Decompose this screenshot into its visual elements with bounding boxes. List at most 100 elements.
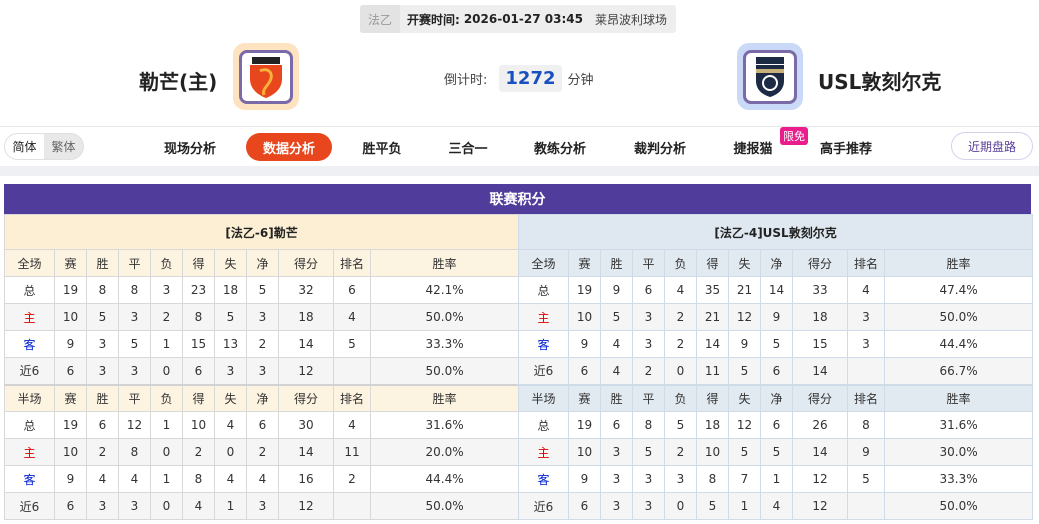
stat-cell: 10 [54,303,87,331]
column-header: 得 [696,249,729,277]
column-header: 得 [182,383,215,412]
tab-coach-analysis[interactable]: 教练分析 [533,141,586,157]
stat-cell: 23 [182,276,215,304]
stat-cell: 0 [150,438,183,466]
stat-cell: 31.6% [369,411,520,439]
column-header: 赛 [568,383,601,412]
stat-cell: 21 [728,276,761,304]
table-row: 近6 6 4 2 0 11 5 6 14 66.7% [518,357,1034,385]
stat-cell: 0 [150,492,183,520]
countdown-unit: 分钟 [567,73,594,88]
lang-simplified[interactable]: 简体 [5,134,44,159]
row-label: 近6 [4,492,55,520]
countdown-label: 倒计时: [444,73,488,88]
stat-cell: 12 [792,465,848,493]
stat-cell: 4 [214,465,247,493]
tab-jiebaomao[interactable]: 捷报猫 [733,141,773,157]
stat-cell: 8 [182,465,215,493]
team-header-row: [法乙-4]USL敦刻尔克 [517,214,1034,250]
column-header: 胜率 [369,249,520,277]
stat-cell: 33.3% [883,465,1034,493]
stat-cell: 1 [150,465,183,493]
team-standing-title: [法乙-6]勒芒 [3,214,520,250]
stat-cell: 3 [246,492,279,520]
away-team-name[interactable]: USL敦刻尔克 [818,70,942,94]
stat-cell: 19 [568,411,601,439]
tab-live-analysis[interactable]: 现场分析 [163,141,216,157]
stat-cell: 3 [600,438,633,466]
stat-cell: 0 [664,357,697,385]
stat-cell [847,357,885,385]
stat-cell: 9 [847,438,885,466]
stat-cell: 5 [728,357,761,385]
stat-cell: 12 [118,411,151,439]
stat-cell: 4 [118,465,151,493]
column-header: 排名 [333,249,371,277]
stat-cell: 5 [728,438,761,466]
home-team-logo[interactable] [233,43,299,110]
row-label: 近6 [518,357,569,385]
stat-cell: 2 [150,303,183,331]
stat-cell: 8 [847,411,885,439]
column-header: 净 [246,249,279,277]
stat-cell: 1 [728,492,761,520]
stat-cell: 6 [632,276,665,304]
column-header: 平 [118,383,151,412]
stat-cell: 13 [214,330,247,358]
stat-cell: 31.6% [883,411,1034,439]
stat-cell: 44.4% [369,465,520,493]
column-header-row: 半场赛胜平负得失净得分 排名 胜率 [518,383,1034,412]
stat-cell: 10 [568,438,601,466]
stat-cell: 14 [278,438,334,466]
recent-trends-button[interactable]: 近期盘路 [951,132,1033,160]
language-toggle[interactable]: 简体 繁体 [4,133,84,160]
column-header: 胜 [86,383,119,412]
stat-cell: 9 [600,276,633,304]
stat-cell: 9 [54,465,87,493]
away-team-logo[interactable] [737,43,803,110]
column-header: 赛 [568,249,601,277]
team-header-row: [法乙-6]勒芒 [3,214,520,250]
stat-cell: 18 [696,411,729,439]
tab-three-in-one[interactable]: 三合一 [448,141,488,157]
stat-cell: 5 [214,303,247,331]
stat-cell: 35 [696,276,729,304]
stat-cell: 3 [632,492,665,520]
stat-cell: 5 [847,465,885,493]
column-header: 赛 [54,249,87,277]
column-header: 净 [246,383,279,412]
table-row: 客 9 4 3 2 14 9 5 15 3 44.4% [518,330,1034,358]
stat-cell: 5 [600,303,633,331]
stat-cell: 0 [664,492,697,520]
row-label: 总 [518,411,569,439]
column-header: 平 [118,249,151,277]
column-header: 得 [696,383,729,412]
stat-cell: 8 [86,276,119,304]
table-row: 近6 6 3 3 0 5 1 4 12 50.0% [518,492,1034,520]
stat-cell: 50.0% [369,357,520,385]
stat-cell: 9 [728,330,761,358]
stat-cell: 4 [246,465,279,493]
stat-cell [847,492,885,520]
period-label: 半场 [4,383,55,412]
row-label: 近6 [518,492,569,520]
column-header: 胜 [600,383,633,412]
lang-traditional[interactable]: 繁体 [51,140,76,154]
column-header: 失 [728,249,761,277]
column-header: 胜 [600,249,633,277]
table-row: 近6 6 3 3 0 4 1 3 12 50.0% [4,492,520,520]
tab-referee-analysis[interactable]: 裁判分析 [633,141,686,157]
stat-cell: 4 [760,492,793,520]
home-team-name[interactable]: 勒芒(主) [139,70,218,94]
tab-data-analysis[interactable]: 数据分析 [246,133,332,161]
tab-expert-picks[interactable]: 高手推荐 [819,141,872,157]
tab-win-draw-loss[interactable]: 胜平负 [362,141,402,157]
league-label[interactable]: 法乙 [360,5,400,33]
period-label: 全场 [4,249,55,277]
match-info-bar: 法乙 开赛时间: 2026-01-27 03:45 莱昂波利球场 [360,5,676,33]
stat-cell: 3 [664,465,697,493]
stat-cell: 6 [333,276,371,304]
table-row: 总 19 8 8 3 23 18 5 32 6 42.1% [4,276,520,304]
stat-cell: 1 [214,492,247,520]
stat-cell: 6 [54,492,87,520]
